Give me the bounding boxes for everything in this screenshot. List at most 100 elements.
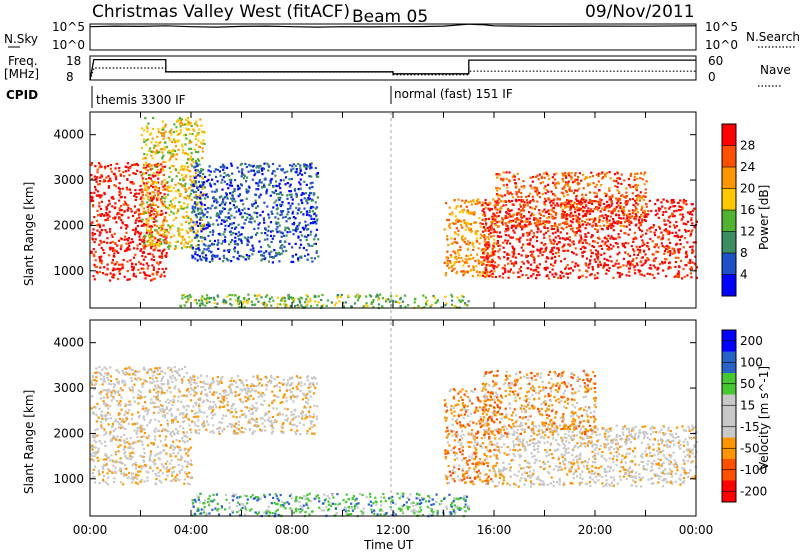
data-cell (631, 192, 634, 195)
data-cell (519, 236, 522, 239)
data-cell (456, 218, 459, 221)
data-cell (298, 207, 301, 210)
data-cell (523, 205, 526, 208)
data-cell (275, 180, 278, 183)
data-cell (523, 201, 526, 204)
data-cell (140, 383, 144, 386)
data-cell (216, 168, 219, 171)
data-cell (109, 179, 113, 182)
data-cell (557, 247, 560, 250)
data-cell (572, 252, 575, 255)
data-cell (548, 220, 551, 223)
data-cell (149, 147, 152, 150)
data-cell (174, 385, 177, 388)
data-cell (635, 214, 638, 217)
data-cell (154, 174, 157, 177)
data-cell (135, 464, 138, 467)
data-cell (639, 248, 642, 252)
data-cell (564, 249, 567, 252)
data-cell (660, 238, 663, 241)
data-cell (195, 221, 198, 224)
data-cell (469, 212, 472, 215)
data-cell (507, 221, 510, 224)
data-cell (178, 117, 181, 120)
data-cell (249, 164, 252, 167)
data-cell (305, 298, 308, 301)
data-cell (188, 424, 191, 427)
data-cell (256, 294, 259, 297)
data-cell (184, 182, 187, 185)
data-cell (546, 216, 549, 220)
data-cell (187, 165, 190, 168)
data-cell (169, 170, 172, 173)
data-cell (116, 261, 119, 264)
data-cell (538, 263, 541, 266)
data-cell (616, 189, 619, 192)
data-cell (550, 242, 553, 245)
data-cell (640, 230, 644, 233)
data-cell (148, 199, 151, 202)
data-cell (552, 246, 556, 249)
data-cell (240, 212, 243, 215)
data-cell (540, 175, 543, 178)
data-cell (193, 196, 196, 199)
data-cell (225, 219, 228, 222)
data-cell (661, 237, 664, 240)
data-cell (557, 251, 560, 254)
data-cell (342, 303, 345, 306)
data-cell (691, 261, 694, 264)
data-cell (608, 187, 611, 190)
data-cell (639, 273, 642, 276)
data-cell (150, 132, 153, 135)
data-cell (504, 233, 507, 237)
data-cell (119, 404, 122, 407)
data-cell (186, 194, 189, 197)
data-cell (584, 233, 587, 236)
data-cell (121, 267, 124, 270)
data-cell (192, 175, 195, 178)
data-cell (162, 228, 165, 231)
data-cell (123, 275, 126, 278)
data-cell (161, 156, 164, 159)
data-cell (693, 226, 696, 229)
data-cell (305, 294, 308, 297)
data-cell (179, 195, 182, 198)
data-cell (109, 279, 112, 282)
data-cell (101, 368, 104, 371)
data-cell (508, 192, 511, 195)
data-cell (122, 258, 125, 262)
data-cell (157, 168, 160, 171)
data-cell (195, 175, 198, 178)
data-cell (95, 420, 98, 423)
data-cell (238, 187, 241, 190)
data-cell (121, 379, 124, 382)
data-cell (169, 431, 173, 434)
data-cell (182, 416, 185, 419)
data-cell (167, 136, 170, 139)
data-cell (158, 171, 161, 174)
data-cell (118, 217, 121, 220)
data-cell (180, 367, 184, 371)
data-cell (263, 185, 266, 189)
data-cell (245, 176, 249, 179)
data-cell (142, 263, 145, 266)
data-cell (146, 274, 149, 277)
data-cell (247, 189, 250, 192)
data-cell (186, 119, 189, 122)
data-cell (307, 228, 310, 231)
data-cell (640, 264, 643, 267)
data-cell (100, 241, 103, 244)
data-cell (171, 430, 175, 433)
data-cell (109, 248, 112, 251)
data-cell (190, 198, 193, 201)
data-cell (120, 435, 123, 439)
data-cell (460, 209, 464, 212)
data-cell (100, 413, 103, 417)
data-cell (104, 273, 107, 276)
data-cell (311, 244, 314, 248)
data-cell (151, 377, 154, 381)
data-cell (279, 240, 282, 243)
data-cell (565, 174, 568, 177)
data-cell (176, 458, 180, 461)
data-cell (488, 228, 491, 231)
